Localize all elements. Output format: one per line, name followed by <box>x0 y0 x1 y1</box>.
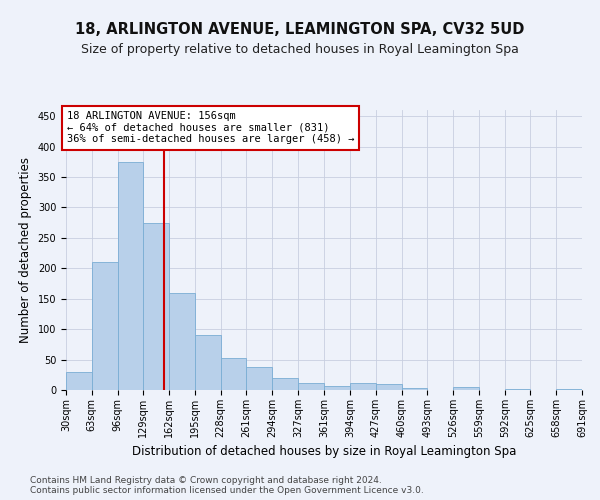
Bar <box>195 335 221 390</box>
Bar <box>376 384 401 390</box>
Bar <box>453 387 479 390</box>
Text: Size of property relative to detached houses in Royal Leamington Spa: Size of property relative to detached ho… <box>81 42 519 56</box>
X-axis label: Distribution of detached houses by size in Royal Leamington Spa: Distribution of detached houses by size … <box>132 446 516 458</box>
Bar <box>66 372 92 390</box>
Y-axis label: Number of detached properties: Number of detached properties <box>19 157 32 343</box>
Bar <box>92 262 118 390</box>
Bar <box>298 382 323 390</box>
Bar <box>272 378 298 390</box>
Bar <box>505 389 530 390</box>
Text: 18, ARLINGTON AVENUE, LEAMINGTON SPA, CV32 5UD: 18, ARLINGTON AVENUE, LEAMINGTON SPA, CV… <box>76 22 524 38</box>
Bar <box>118 162 143 390</box>
Bar <box>221 358 247 390</box>
Bar <box>169 292 195 390</box>
Text: Contains HM Land Registry data © Crown copyright and database right 2024.: Contains HM Land Registry data © Crown c… <box>30 476 382 485</box>
Bar <box>401 388 427 390</box>
Text: 18 ARLINGTON AVENUE: 156sqm
← 64% of detached houses are smaller (831)
36% of se: 18 ARLINGTON AVENUE: 156sqm ← 64% of det… <box>67 111 354 144</box>
Text: Contains public sector information licensed under the Open Government Licence v3: Contains public sector information licen… <box>30 486 424 495</box>
Bar <box>325 386 350 390</box>
Bar <box>350 384 376 390</box>
Bar <box>556 389 582 390</box>
Bar <box>247 367 272 390</box>
Bar <box>143 222 169 390</box>
